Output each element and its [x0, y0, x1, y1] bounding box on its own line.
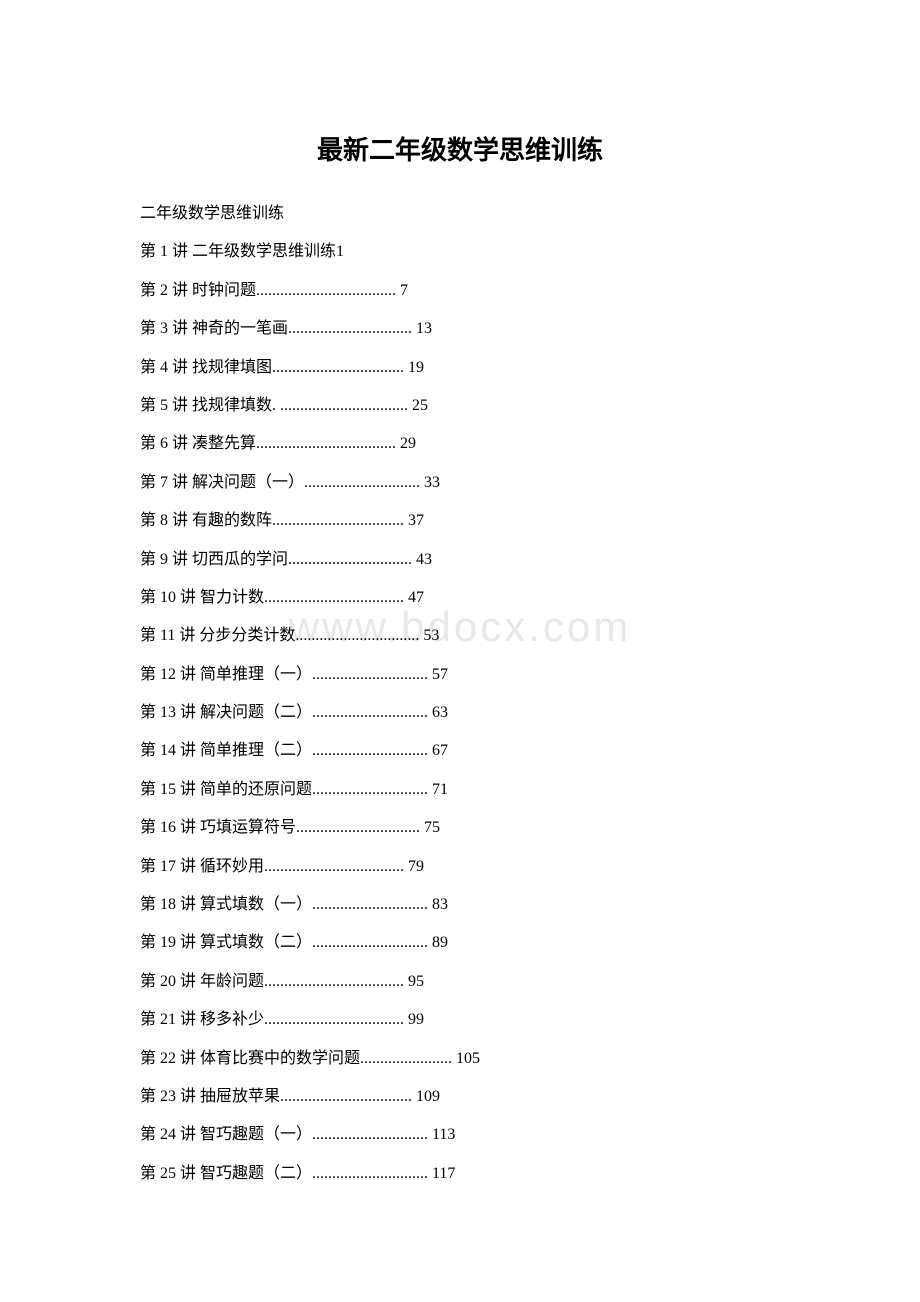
subtitle: 二年级数学思维训练 [140, 195, 780, 233]
toc-entry: 第 6 讲 凑整先算..............................… [140, 425, 780, 463]
toc-entry: 第 16 讲 巧填运算符号...........................… [140, 809, 780, 847]
toc-entry: 第 12 讲 简单推理（一）..........................… [140, 656, 780, 694]
toc-entry: 第 9 讲 切西瓜的学问............................… [140, 541, 780, 579]
toc-entry: 第 19 讲 算式填数（二）..........................… [140, 924, 780, 962]
toc-entry: 第 13 讲 解决问题（二）..........................… [140, 694, 780, 732]
toc-entry: 第 15 讲 简单的还原问题..........................… [140, 771, 780, 809]
toc-entry: 第 3 讲 神奇的一笔画............................… [140, 310, 780, 348]
toc-entry: 第 18 讲 算式填数（一）..........................… [140, 886, 780, 924]
toc-entry: 第 24 讲 智巧趣题（一）..........................… [140, 1116, 780, 1154]
toc-entry: 第 21 讲 移多补少.............................… [140, 1001, 780, 1039]
toc-entry: 第 5 讲 找规律填数. ...........................… [140, 387, 780, 425]
toc-entry: 第 14 讲 简单推理（二）..........................… [140, 732, 780, 770]
document-content: 最新二年级数学思维训练 二年级数学思维训练 第 1 讲 二年级数学思维训练1 第… [140, 130, 780, 1193]
toc-entry: 第 20 讲 年龄问题.............................… [140, 963, 780, 1001]
toc-entry: 第 4 讲 找规律填图.............................… [140, 349, 780, 387]
toc-entry: 第 22 讲 体育比赛中的数学问题.......................… [140, 1040, 780, 1078]
toc-entry: 第 2 讲 时钟问题..............................… [140, 272, 780, 310]
page-title: 最新二年级数学思维训练 [140, 130, 780, 167]
toc-entry: 第 7 讲 解决问题（一）...........................… [140, 464, 780, 502]
toc-entry: 第 1 讲 二年级数学思维训练1 [140, 233, 780, 271]
toc-entry: 第 11 讲 分步分类计数...........................… [140, 617, 780, 655]
toc-entry: 第 17 讲 循环妙用.............................… [140, 848, 780, 886]
toc-entry: 第 10 讲 智力计数.............................… [140, 579, 780, 617]
toc-entry: 第 8 讲 有趣的数阵.............................… [140, 502, 780, 540]
toc-entry: 第 23 讲 抽屉放苹果............................… [140, 1078, 780, 1116]
toc-entry: 第 25 讲 智巧趣题（二）..........................… [140, 1155, 780, 1193]
